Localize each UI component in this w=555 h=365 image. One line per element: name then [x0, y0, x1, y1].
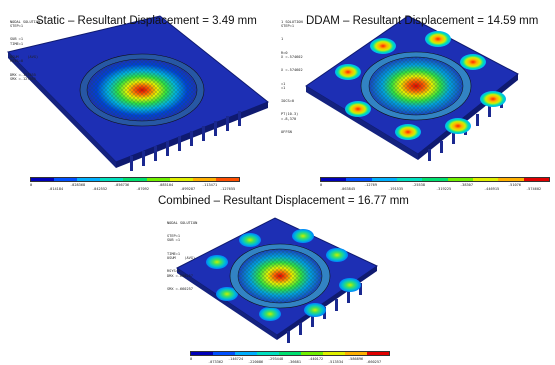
combined-legend-bar [190, 351, 390, 356]
static-legend: 0 .014184 .028368 .042552 .056736 .07092… [30, 177, 240, 191]
static-info-block: NODAL SOLUTION STEP=1 SUB =1 TIME=1 USUM (… [10, 19, 41, 82]
ddam-panel: 1 SOLUTION STEP=1 1 R=0 X =.574602 X =.574… [278, 4, 552, 204]
static-legend-bar [30, 177, 240, 182]
combined-plot [176, 217, 378, 343]
ddam-plot [305, 15, 519, 161]
combined-panel: NODAL SOLUTION STEP=1 SUB =1 TIME=1 USUM (… [165, 210, 390, 350]
combined-title: Combined – Resultant Displacement = 16.7… [158, 195, 409, 207]
combined-legend: 0 .073362 .146724 .220086 .293448 .36681… [190, 351, 390, 364]
static-panel: NODAL SOLUTION STEP=1 SUB =1 TIME=1 USUM (… [4, 4, 272, 204]
ddam-title: DDAM – Resultant Displacement = 14.59 mm [306, 15, 539, 27]
combined-info-block: NODAL SOLUTION STEP=1 SUB =1 TIME=1 USUM (… [167, 220, 198, 291]
ddam-info-block: 1 SOLUTION STEP=1 1 R=0 X =.574602 X =.574… [281, 19, 303, 134]
ddam-legend-labels: 0 .063845 .12769 .191535 .25538 .319225 … [320, 183, 542, 191]
ddam-legend: 0 .063845 .12769 .191535 .25538 .319225 … [320, 177, 550, 191]
ddam-legend-bar [320, 177, 550, 182]
static-title: Static – Resultant Displacement = 3.49 m… [36, 15, 257, 27]
static-legend-labels: 0 .014184 .028368 .042552 .056736 .07092… [30, 183, 236, 191]
static-plot [7, 15, 269, 171]
combined-legend-labels: 0 .073362 .146724 .220086 .293448 .36681… [190, 357, 382, 364]
